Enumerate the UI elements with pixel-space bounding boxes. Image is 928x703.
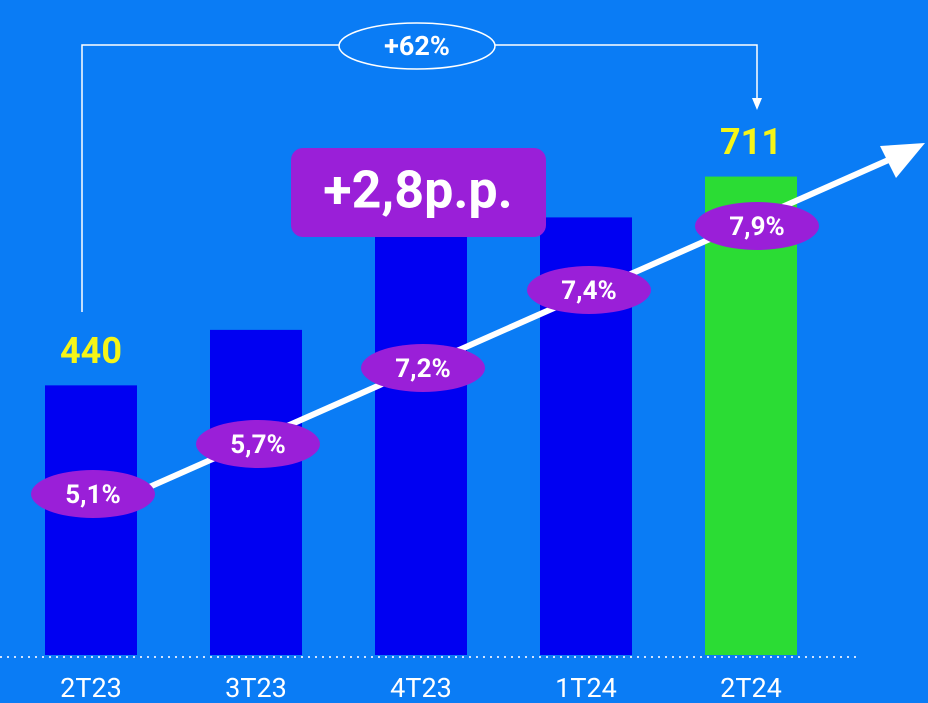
bracket-arrow xyxy=(752,98,762,110)
bar xyxy=(210,329,302,655)
growth-pill xyxy=(338,22,496,70)
rate-label: 7,9% xyxy=(729,212,784,242)
value-label: 440 xyxy=(60,330,122,372)
growth-label: +62% xyxy=(384,30,450,62)
x-tick-label: 4T23 xyxy=(390,672,452,703)
x-tick-label: 2T23 xyxy=(60,672,122,703)
bar xyxy=(705,176,797,655)
bar xyxy=(375,231,467,655)
x-tick-label: 3T23 xyxy=(225,672,287,703)
x-tick-label: 2T24 xyxy=(720,672,782,703)
rate-pill xyxy=(695,202,819,250)
value-label: 711 xyxy=(720,121,782,163)
rate-change-label: +2,8p.p. xyxy=(323,160,512,221)
rate-label: 7,2% xyxy=(395,354,450,384)
rate-pill xyxy=(361,344,485,392)
trend-arrowhead xyxy=(880,143,925,178)
rate-pill xyxy=(527,266,651,314)
x-tick-label: 1T24 xyxy=(555,672,617,703)
rate-change-box xyxy=(291,148,546,237)
rate-label: 7,4% xyxy=(561,276,616,306)
rate-pill xyxy=(31,470,155,518)
bar xyxy=(45,385,137,655)
rate-label: 5,7% xyxy=(230,430,285,460)
rate-label: 5,1% xyxy=(65,480,120,510)
rate-pill xyxy=(196,420,320,468)
